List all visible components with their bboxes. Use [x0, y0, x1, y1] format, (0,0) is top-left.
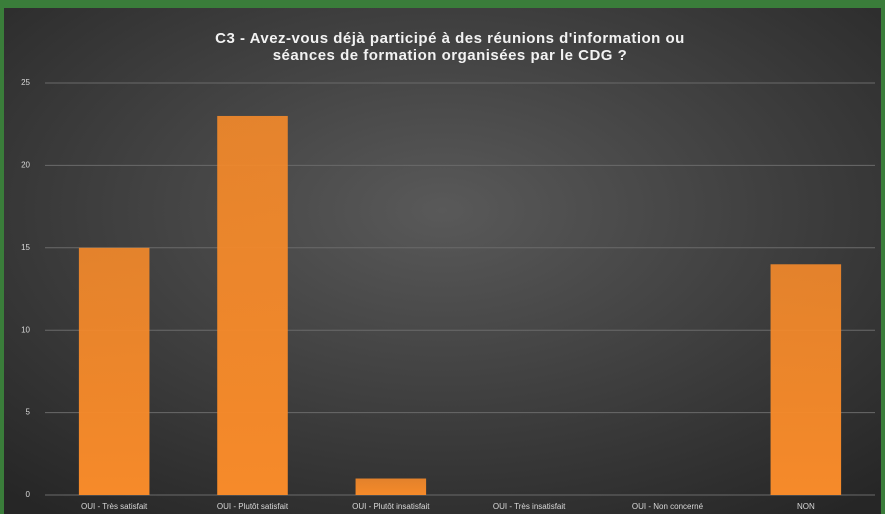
y-tick-label: 0: [26, 490, 31, 499]
x-tick-label: OUI - Plutôt insatisfait: [352, 502, 430, 511]
y-tick-label: 15: [21, 243, 30, 252]
bar: [770, 264, 842, 495]
bar: [78, 247, 150, 495]
x-tick-label: NON: [797, 502, 815, 511]
y-tick-label: 25: [21, 78, 30, 87]
bar: [355, 478, 427, 495]
chart-title: séances de formation organisées par le C…: [273, 47, 628, 64]
x-tick-label: OUI - Non concerné: [632, 502, 704, 511]
y-tick-label: 20: [21, 161, 30, 170]
y-tick-label: 10: [21, 325, 30, 334]
y-tick-label: 5: [26, 408, 31, 417]
x-tick-label: OUI - Plutôt satisfait: [217, 502, 289, 511]
bar: [217, 115, 288, 496]
chart-title: C3 - Avez-vous déjà participé à des réun…: [215, 30, 685, 47]
x-tick-label: OUI - Très satisfait: [81, 502, 148, 511]
chart-background: [4, 8, 881, 514]
x-tick-label: OUI - Très insatisfait: [493, 502, 566, 511]
